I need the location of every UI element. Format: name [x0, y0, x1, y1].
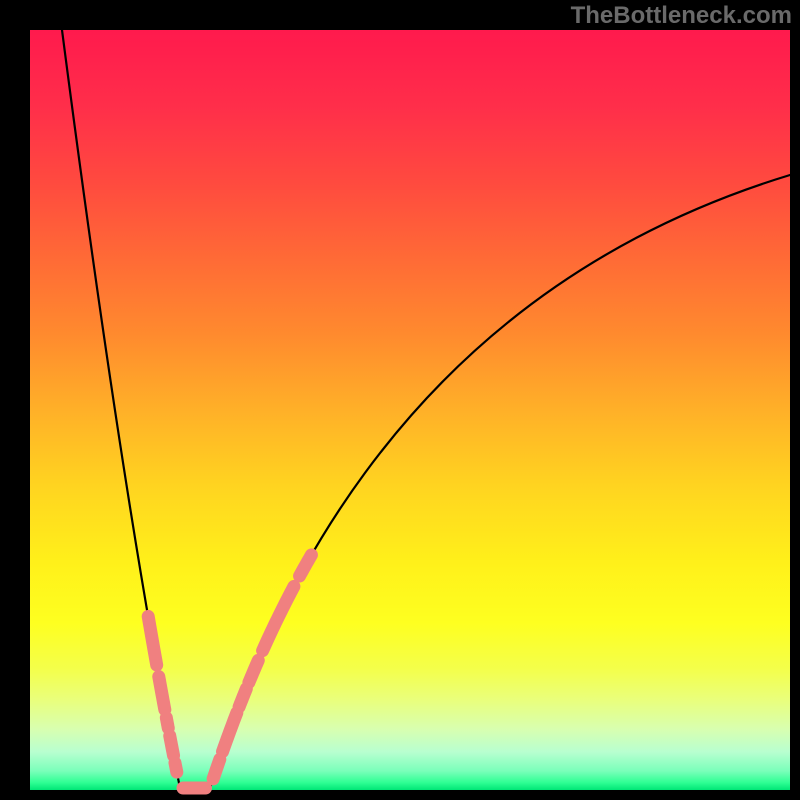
- curve-marker: [223, 713, 237, 752]
- watermark-text: TheBottleneck.com: [571, 2, 792, 30]
- curve-marker: [148, 616, 157, 665]
- curve-marker: [249, 660, 258, 682]
- curve-marker: [159, 677, 165, 710]
- curve-marker: [170, 736, 174, 756]
- curve-marker: [166, 718, 168, 728]
- curve-marker: [213, 759, 220, 779]
- curve-marker: [239, 689, 246, 707]
- curve-right-branch: [210, 175, 790, 788]
- chart-container: TheBottleneck.com: [0, 0, 800, 800]
- curve-marker: [175, 763, 177, 772]
- curve-marker: [300, 555, 312, 576]
- curve-svg: [0, 0, 800, 800]
- curve-marker: [263, 586, 294, 650]
